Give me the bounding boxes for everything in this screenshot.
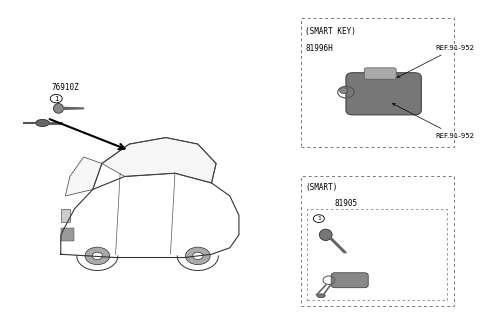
Polygon shape [61, 228, 74, 241]
Circle shape [339, 88, 348, 94]
Ellipse shape [317, 294, 325, 298]
Text: REF.91-952: REF.91-952 [397, 45, 474, 77]
Ellipse shape [319, 229, 332, 240]
Circle shape [92, 252, 102, 260]
Text: 1: 1 [54, 96, 59, 102]
Polygon shape [329, 238, 346, 253]
Polygon shape [63, 107, 84, 109]
FancyBboxPatch shape [346, 73, 421, 115]
Text: 81996H: 81996H [305, 43, 333, 53]
Text: (SMART KEY): (SMART KEY) [305, 27, 356, 36]
Polygon shape [65, 157, 102, 196]
Polygon shape [102, 138, 216, 183]
FancyBboxPatch shape [364, 68, 396, 79]
Text: 81905: 81905 [335, 199, 358, 208]
FancyBboxPatch shape [331, 273, 368, 288]
Text: 76910Z: 76910Z [52, 83, 79, 92]
Ellipse shape [53, 104, 63, 113]
Text: REF.91-952: REF.91-952 [393, 104, 474, 139]
Ellipse shape [36, 119, 49, 127]
Polygon shape [61, 209, 70, 222]
Circle shape [85, 247, 109, 265]
Circle shape [185, 247, 210, 265]
Circle shape [192, 252, 203, 260]
Text: 1: 1 [317, 216, 321, 221]
Text: (SMART): (SMART) [305, 183, 337, 192]
